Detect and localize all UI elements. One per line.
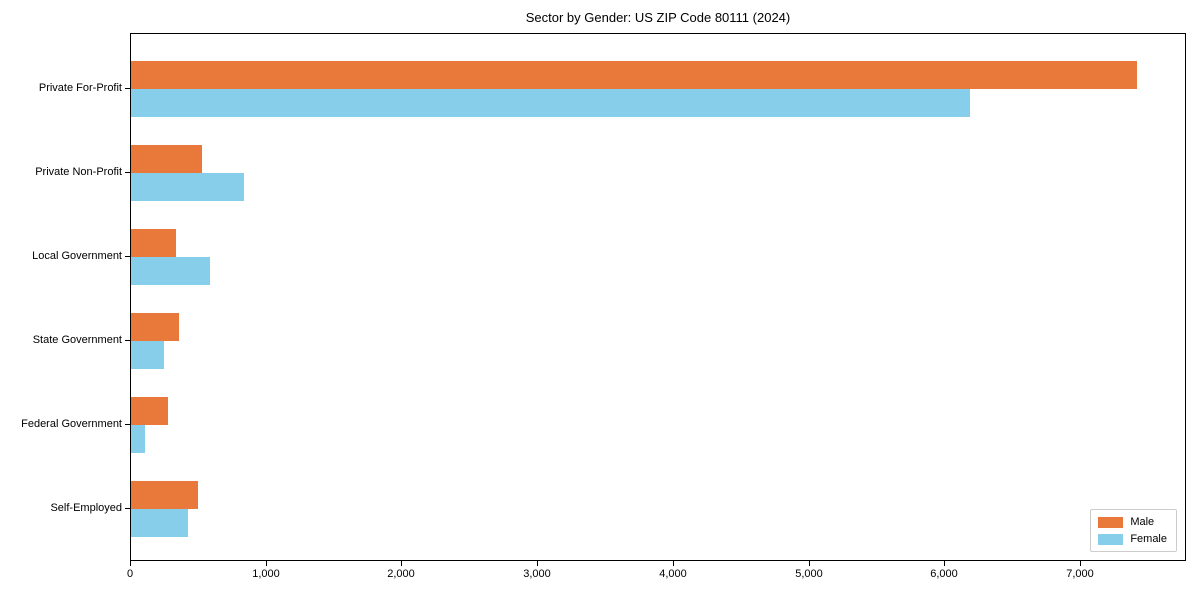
- bar-male: [131, 61, 1137, 89]
- y-axis-tick-mark: [125, 256, 130, 257]
- bar-male: [131, 145, 202, 173]
- bar-male: [131, 397, 168, 425]
- x-axis-tick-mark: [130, 561, 131, 566]
- x-axis-tick-mark: [266, 561, 267, 566]
- y-axis-tick-label: Federal Government: [21, 418, 122, 430]
- y-axis-tick-label: Local Government: [32, 250, 122, 262]
- legend-item-male: Male: [1098, 516, 1167, 528]
- x-axis-tick-label: 3,000: [523, 568, 551, 580]
- legend: Male Female: [1090, 509, 1177, 552]
- bar-female: [131, 425, 145, 453]
- plot-area: Male Female: [130, 33, 1186, 561]
- bar-female: [131, 89, 970, 117]
- x-axis-tick-mark: [944, 561, 945, 566]
- legend-swatch-male: [1098, 516, 1124, 528]
- y-axis-tick-label: State Government: [32, 334, 122, 346]
- x-axis-tick-label: 1,000: [252, 568, 280, 580]
- bar-male: [131, 313, 179, 341]
- bar-female: [131, 173, 244, 201]
- x-axis-tick-mark: [537, 561, 538, 566]
- y-axis-tick-label: Private Non-Profit: [35, 166, 122, 178]
- bar-male: [131, 481, 198, 509]
- bar-female: [131, 257, 210, 285]
- legend-label-male: Male: [1130, 516, 1155, 528]
- x-axis-tick-mark: [401, 561, 402, 566]
- x-axis-tick-mark: [809, 561, 810, 566]
- y-axis-tick-mark: [125, 340, 130, 341]
- legend-item-female: Female: [1098, 533, 1167, 545]
- y-axis-tick-mark: [125, 508, 130, 509]
- bar-female: [131, 509, 188, 537]
- x-axis-tick-label: 6,000: [930, 568, 958, 580]
- legend-label-female: Female: [1130, 533, 1167, 545]
- x-axis-tick-mark: [673, 561, 674, 566]
- x-axis-tick-label: 0: [126, 568, 134, 580]
- x-axis-tick-mark: [1080, 561, 1081, 566]
- x-axis-tick-label: 5,000: [795, 568, 823, 580]
- y-axis-tick-mark: [125, 88, 130, 89]
- chart-title: Sector by Gender: US ZIP Code 80111 (202…: [525, 10, 791, 25]
- bar-female: [131, 341, 164, 369]
- bar-male: [131, 229, 176, 257]
- legend-swatch-female: [1098, 533, 1124, 545]
- y-axis-tick-mark: [125, 172, 130, 173]
- x-axis-tick-label: 7,000: [1066, 568, 1094, 580]
- y-axis-tick-mark: [125, 424, 130, 425]
- x-axis-tick-label: 2,000: [387, 568, 415, 580]
- x-axis-tick-label: 4,000: [659, 568, 687, 580]
- y-axis-tick-label: Self-Employed: [50, 502, 122, 514]
- y-axis-tick-label: Private For-Profit: [38, 82, 122, 94]
